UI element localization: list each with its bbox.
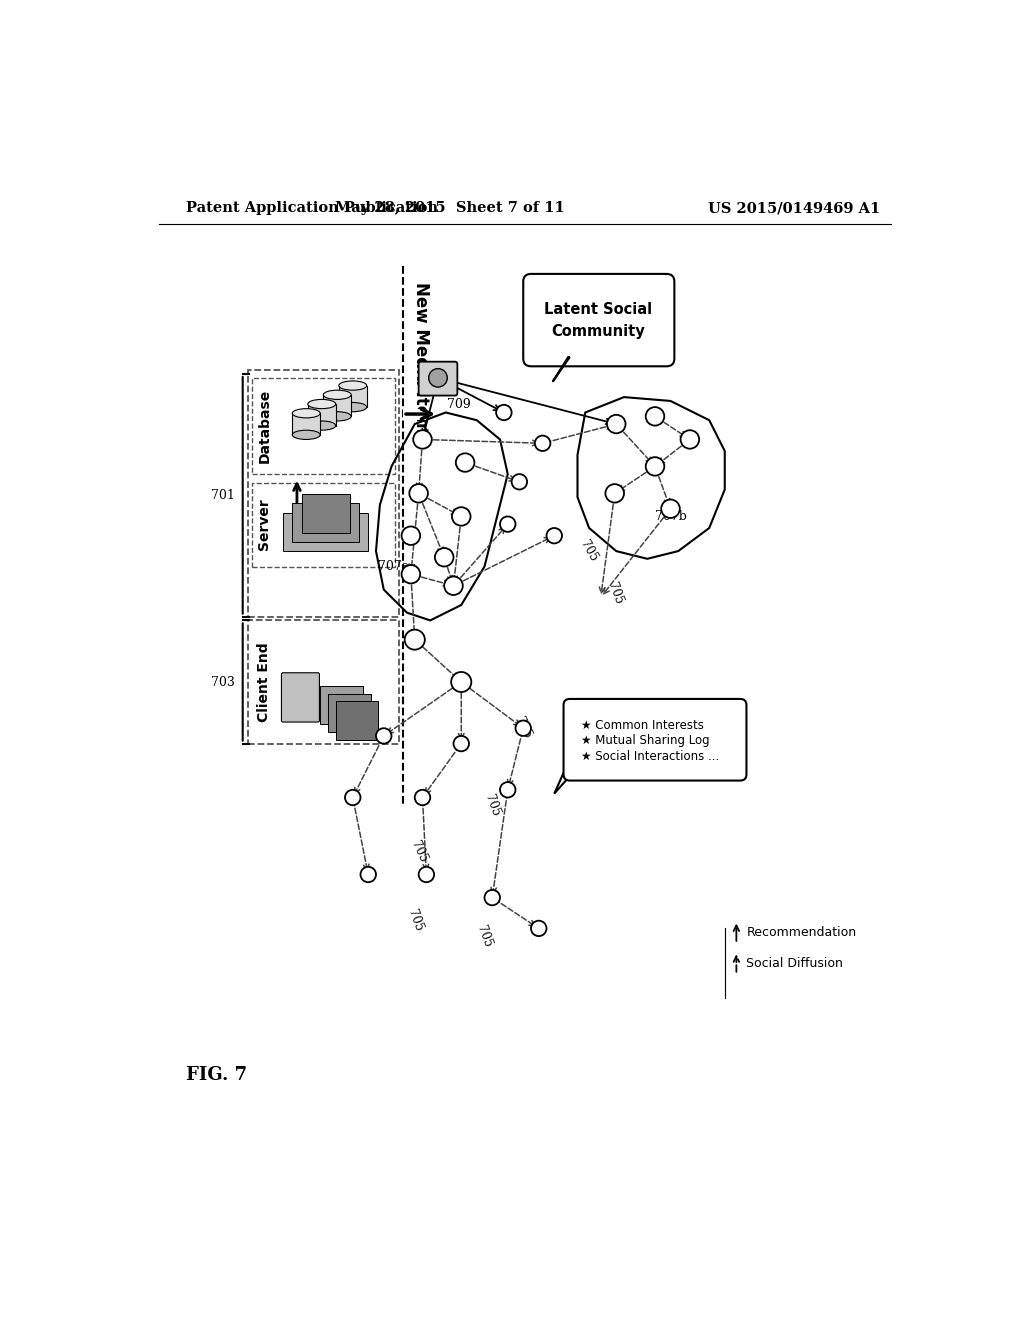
Text: Patent Application Publication: Patent Application Publication [186, 202, 438, 215]
Text: Recommendation: Recommendation [746, 925, 856, 939]
Text: 705: 705 [408, 838, 429, 865]
Text: New Media Item: New Media Item [412, 281, 430, 433]
Text: ★ Common Interests: ★ Common Interests [582, 719, 705, 733]
Polygon shape [553, 358, 569, 381]
Text: 705: 705 [482, 792, 502, 818]
Circle shape [410, 484, 428, 503]
FancyBboxPatch shape [336, 701, 378, 739]
Text: Database: Database [257, 389, 271, 463]
Text: 701: 701 [211, 490, 234, 502]
Circle shape [444, 577, 463, 595]
Text: 705: 705 [605, 581, 625, 606]
Ellipse shape [308, 400, 336, 409]
Text: 705: 705 [404, 908, 425, 933]
Text: 705: 705 [578, 539, 600, 564]
Text: 705: 705 [474, 923, 495, 949]
Bar [324, 395, 351, 416]
Circle shape [401, 565, 420, 583]
Text: FIG. 7: FIG. 7 [186, 1065, 247, 1084]
Circle shape [484, 890, 500, 906]
Circle shape [435, 548, 454, 566]
Circle shape [500, 516, 515, 532]
Circle shape [515, 721, 531, 737]
Circle shape [404, 630, 425, 649]
Text: Latent Social
Community: Latent Social Community [545, 301, 652, 339]
Text: Social Diffusion: Social Diffusion [746, 957, 844, 970]
Circle shape [415, 789, 430, 805]
Circle shape [452, 672, 471, 692]
Circle shape [452, 507, 471, 525]
Circle shape [456, 453, 474, 471]
Circle shape [646, 457, 665, 475]
Circle shape [607, 414, 626, 433]
Circle shape [376, 729, 391, 743]
Bar [308, 404, 336, 425]
Ellipse shape [292, 430, 321, 440]
Ellipse shape [324, 391, 351, 400]
Circle shape [414, 430, 432, 449]
FancyBboxPatch shape [302, 494, 349, 533]
Text: 703: 703 [211, 676, 234, 689]
Text: 707a: 707a [378, 560, 410, 573]
Circle shape [646, 407, 665, 425]
Circle shape [662, 499, 680, 517]
Text: 707b: 707b [655, 510, 687, 523]
Polygon shape [554, 759, 571, 793]
Circle shape [547, 528, 562, 544]
FancyBboxPatch shape [282, 673, 319, 722]
Circle shape [454, 737, 469, 751]
Circle shape [500, 781, 515, 797]
FancyBboxPatch shape [283, 512, 369, 552]
Bar [339, 385, 367, 407]
Text: 705: 705 [513, 715, 534, 741]
Circle shape [605, 484, 624, 503]
FancyBboxPatch shape [321, 686, 362, 725]
Bar [292, 413, 321, 434]
Circle shape [429, 368, 447, 387]
Circle shape [531, 921, 547, 936]
Circle shape [360, 867, 376, 882]
FancyBboxPatch shape [523, 275, 675, 367]
Text: ★ Social Interactions ...: ★ Social Interactions ... [582, 750, 720, 763]
Ellipse shape [339, 381, 367, 391]
Text: Server: Server [257, 498, 271, 550]
Text: Client End: Client End [257, 643, 271, 722]
Circle shape [535, 436, 550, 451]
Circle shape [401, 527, 420, 545]
Circle shape [345, 789, 360, 805]
Text: ★ Mutual Sharing Log: ★ Mutual Sharing Log [582, 734, 710, 747]
Ellipse shape [339, 403, 367, 412]
FancyBboxPatch shape [419, 362, 458, 396]
FancyBboxPatch shape [403, 409, 426, 420]
Text: US 2015/0149469 A1: US 2015/0149469 A1 [709, 202, 881, 215]
Ellipse shape [324, 412, 351, 421]
FancyBboxPatch shape [292, 503, 359, 543]
FancyBboxPatch shape [328, 693, 371, 733]
Circle shape [419, 867, 434, 882]
Ellipse shape [292, 409, 321, 418]
Text: May 28, 2015  Sheet 7 of 11: May 28, 2015 Sheet 7 of 11 [335, 202, 564, 215]
Text: 709: 709 [447, 399, 471, 412]
FancyBboxPatch shape [563, 700, 746, 780]
Circle shape [512, 474, 527, 490]
Circle shape [496, 405, 512, 420]
Ellipse shape [308, 421, 336, 430]
Circle shape [681, 430, 699, 449]
